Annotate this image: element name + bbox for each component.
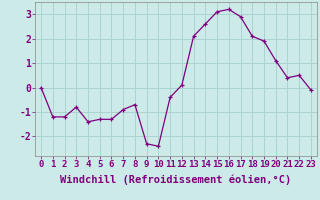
X-axis label: Windchill (Refroidissement éolien,°C): Windchill (Refroidissement éolien,°C) <box>60 175 292 185</box>
